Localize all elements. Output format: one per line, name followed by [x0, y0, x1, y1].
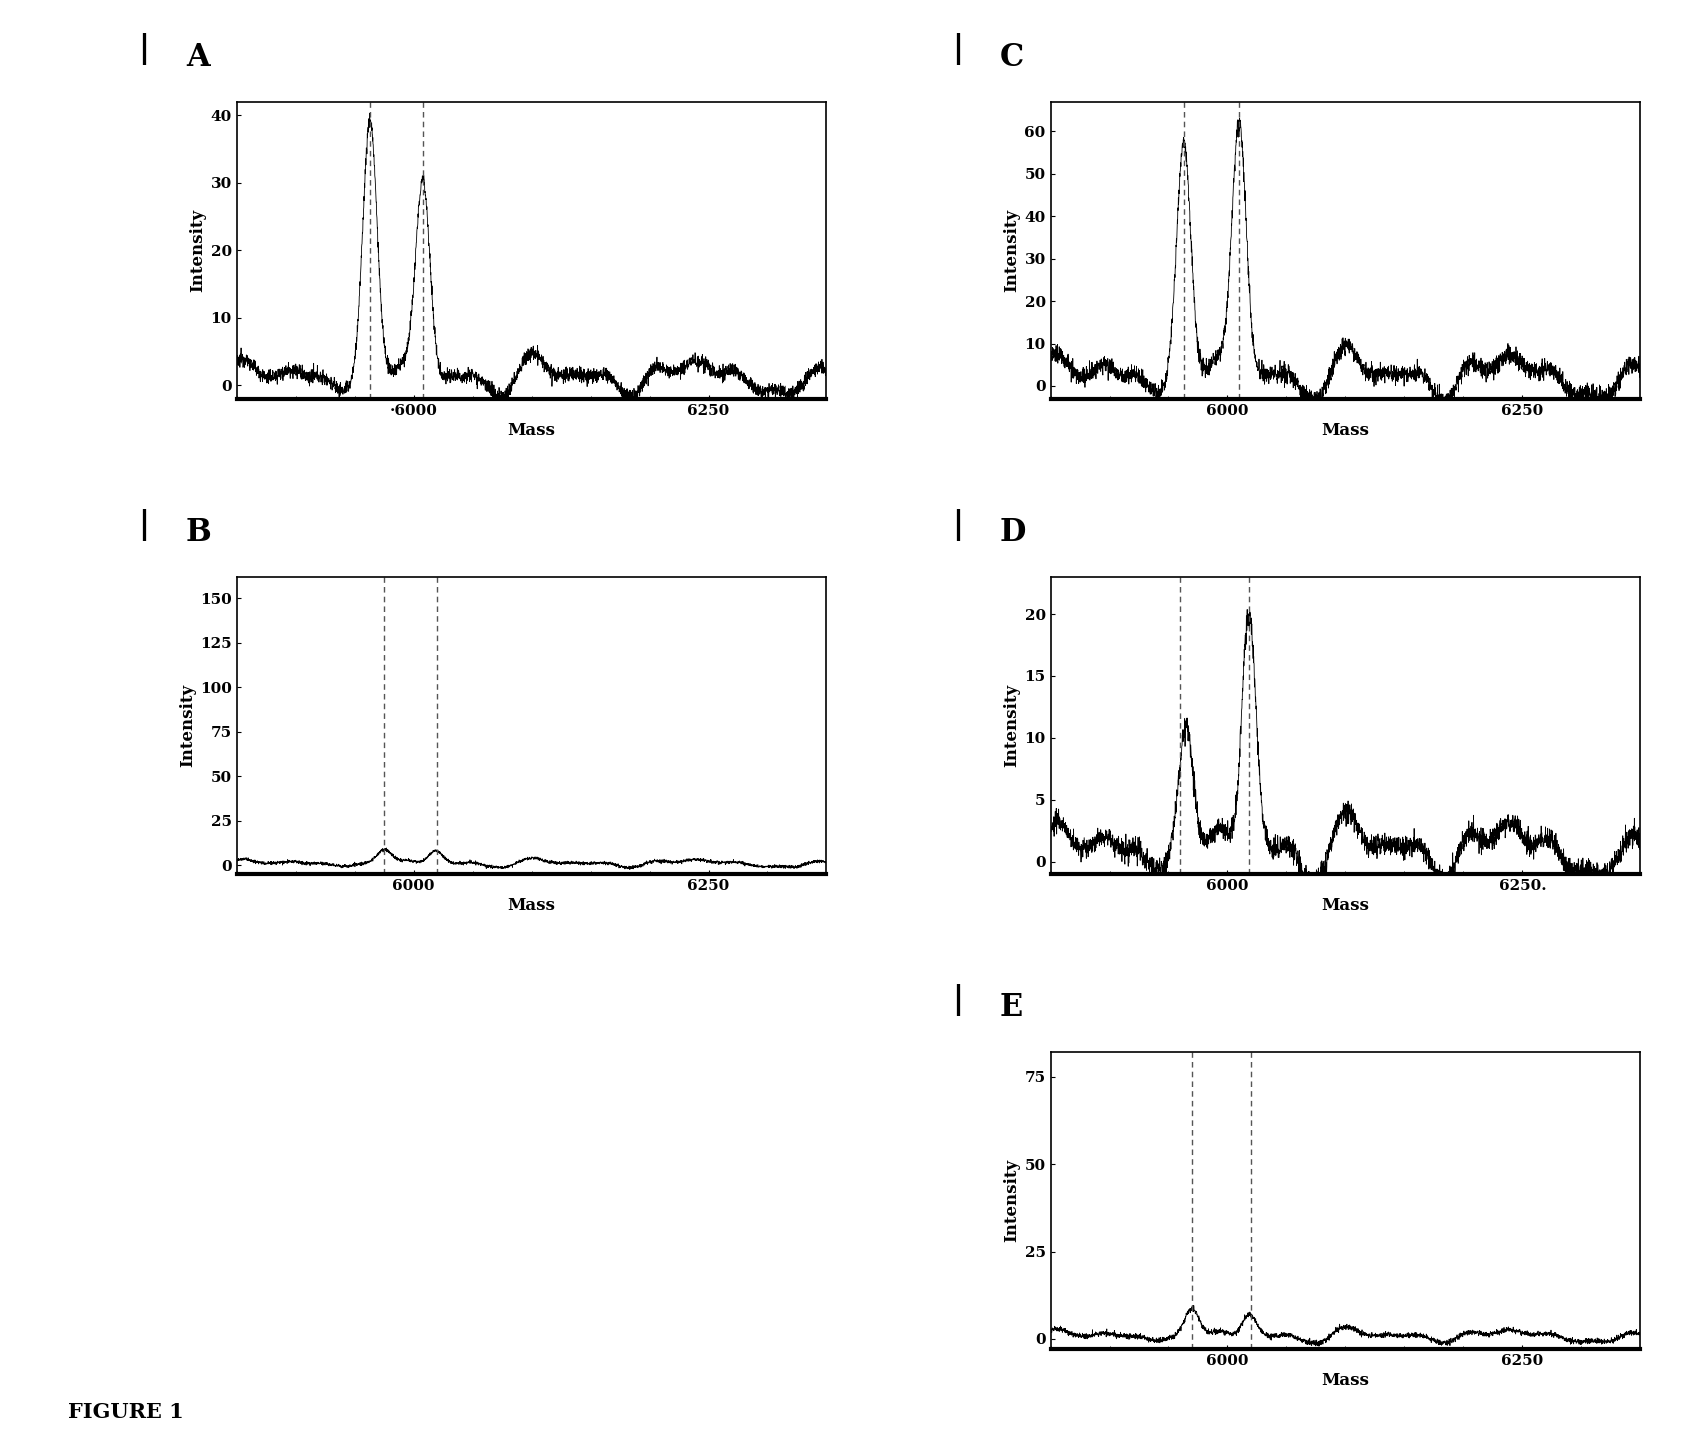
- Y-axis label: Intensity: Intensity: [1003, 1159, 1020, 1242]
- X-axis label: Mass: Mass: [507, 897, 556, 914]
- Y-axis label: Intensity: Intensity: [189, 209, 206, 292]
- Text: E: E: [999, 992, 1023, 1023]
- Text: |: |: [139, 509, 149, 541]
- Text: A: A: [186, 42, 210, 73]
- Text: |: |: [952, 984, 964, 1016]
- X-axis label: Mass: Mass: [1321, 897, 1370, 914]
- Y-axis label: Intensity: Intensity: [1003, 683, 1020, 768]
- Text: C: C: [999, 42, 1025, 73]
- Y-axis label: Intensity: Intensity: [1003, 209, 1020, 292]
- X-axis label: Mass: Mass: [1321, 422, 1370, 438]
- Y-axis label: Intensity: Intensity: [179, 683, 196, 768]
- Text: FIGURE 1: FIGURE 1: [68, 1402, 183, 1422]
- Text: |: |: [952, 33, 964, 65]
- Text: D: D: [999, 517, 1026, 548]
- Text: B: B: [186, 517, 211, 548]
- Text: |: |: [139, 33, 149, 65]
- X-axis label: Mass: Mass: [507, 422, 556, 438]
- X-axis label: Mass: Mass: [1321, 1373, 1370, 1390]
- Text: |: |: [952, 509, 964, 541]
